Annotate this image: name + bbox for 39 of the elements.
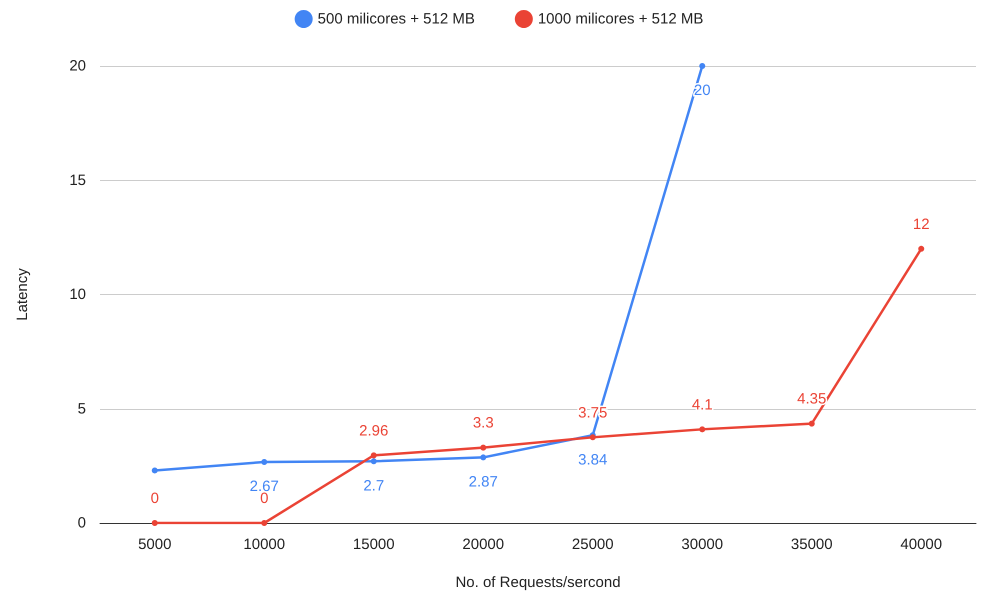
data-label: 12 [912, 216, 930, 233]
data-label: 0 [150, 490, 159, 507]
data-label: 2.96 [359, 422, 388, 440]
data-label: 2.87 [468, 473, 498, 490]
x-tick-label: 25000 [572, 536, 614, 553]
x-tick-label: 30000 [681, 536, 724, 553]
point [261, 520, 268, 526]
data-label: 2.7 [363, 477, 384, 494]
point [699, 426, 706, 432]
point [261, 458, 268, 465]
point [480, 454, 486, 460]
point [370, 452, 377, 458]
y-tick-label: 0 [78, 514, 86, 532]
data-label: 4.35 [797, 390, 826, 408]
point [480, 444, 486, 451]
x-axis-title: No. of Requests/sercond [455, 574, 621, 591]
x-tick-label: 10000 [243, 536, 286, 553]
data-label: 3.84 [578, 451, 608, 468]
data-label: 3.3 [472, 414, 494, 432]
y-tick-label: 10 [69, 286, 86, 303]
y-tick-label: 15 [69, 172, 86, 189]
x-tick-label: 40000 [900, 536, 942, 553]
y-tick-label: 20 [69, 58, 86, 74]
point [699, 63, 706, 69]
data-label: 0 [260, 490, 268, 507]
x-tick-label: 5000 [138, 536, 172, 553]
x-tick-label: 20000 [462, 536, 504, 553]
data-label: 4.1 [692, 396, 713, 414]
point [152, 467, 158, 474]
point [152, 520, 158, 526]
y-tick-label: 5 [78, 400, 86, 418]
x-tick-label: 15000 [352, 536, 395, 553]
point [918, 246, 924, 252]
x-tick-label: 35000 [790, 536, 833, 553]
y-axis-title: Latency [14, 268, 31, 321]
legend-label: 1000 milicores + 512 MB [538, 10, 704, 28]
point [808, 420, 815, 427]
legend-label: 500 milicores + 512 MB [318, 10, 475, 28]
point [370, 458, 377, 464]
